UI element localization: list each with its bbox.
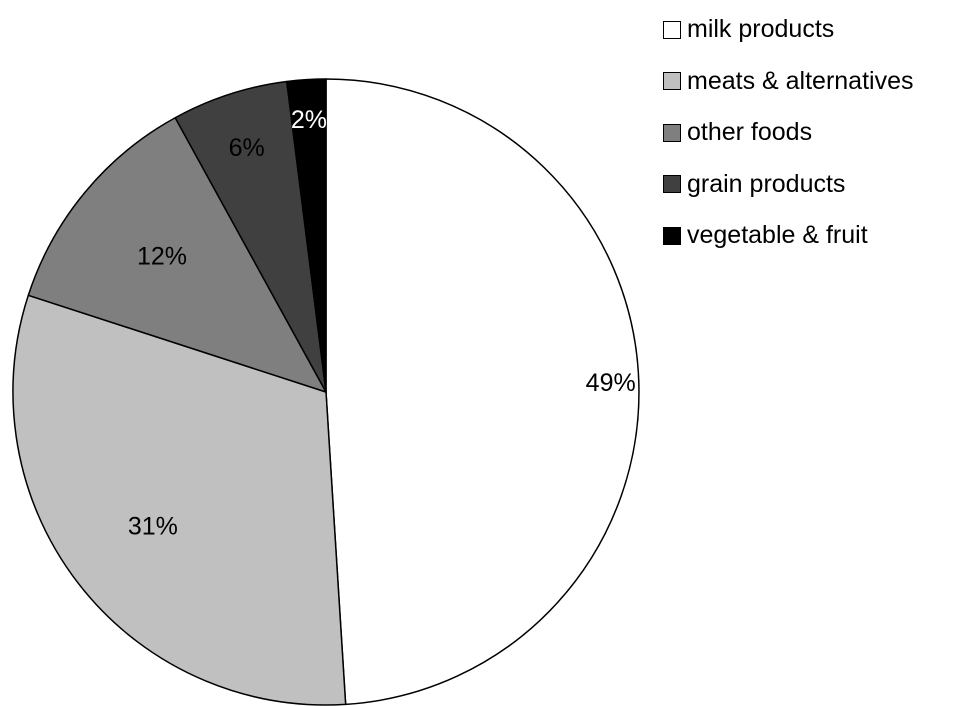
legend-item-2: meats & alternatives bbox=[663, 56, 914, 108]
legend-swatch-5 bbox=[663, 226, 681, 245]
legend-label-2: meats & alternatives bbox=[687, 66, 914, 95]
legend-swatch-3 bbox=[663, 123, 681, 142]
data-label-5: 2% bbox=[291, 106, 327, 134]
legend-label-5: vegetable & fruit bbox=[687, 221, 868, 250]
legend-swatch-2 bbox=[663, 72, 681, 91]
data-label-4: 6% bbox=[229, 134, 265, 162]
legend-swatch-1 bbox=[663, 20, 681, 39]
legend-item-3: other foods bbox=[663, 107, 914, 159]
legend-item-5: vegetable & fruit bbox=[663, 210, 914, 262]
legend-swatch-4 bbox=[663, 175, 681, 194]
pie-slice-3 bbox=[27, 116, 327, 393]
pie-slice-2 bbox=[12, 294, 347, 706]
data-label-3: 12% bbox=[137, 242, 187, 270]
legend-item-1: milk products bbox=[663, 4, 914, 56]
pie-slice-1 bbox=[325, 78, 640, 706]
pie-slices bbox=[12, 78, 640, 706]
pie-data-labels: 49% 31% 12% 6% 2% bbox=[128, 106, 636, 540]
pie-slice-5 bbox=[286, 78, 327, 393]
legend-label-3: other foods bbox=[687, 118, 813, 147]
legend-item-4: grain products bbox=[663, 159, 914, 211]
legend-label-1: milk products bbox=[687, 15, 835, 44]
legend: milk products meats & alternatives other f… bbox=[663, 4, 914, 262]
data-label-1: 49% bbox=[586, 369, 636, 397]
legend-label-4: grain products bbox=[687, 169, 846, 198]
pie-slice-4 bbox=[174, 80, 327, 393]
data-label-2: 31% bbox=[128, 512, 178, 540]
